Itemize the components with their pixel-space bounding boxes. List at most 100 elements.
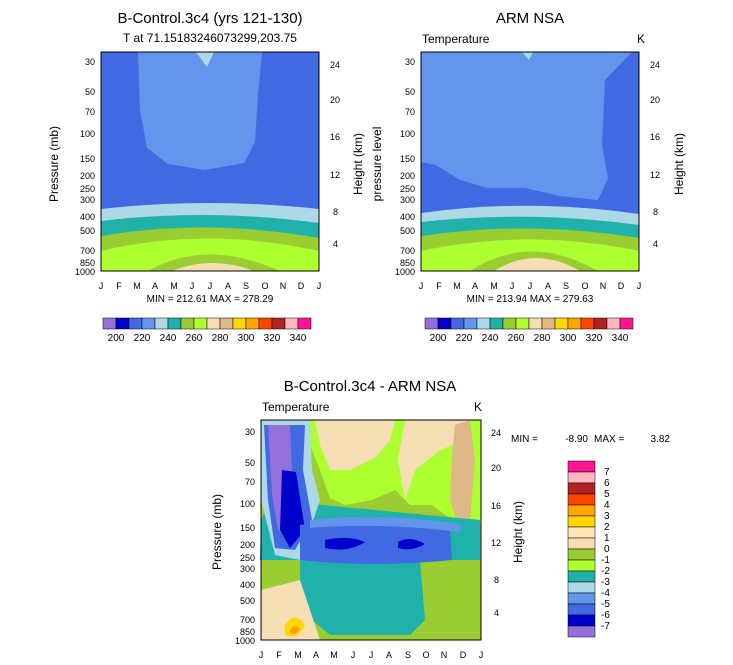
model-colorbar-label: 340 — [290, 333, 307, 344]
diff-colorbar-swatch — [567, 515, 596, 528]
model-colorbar-swatch — [271, 317, 286, 330]
obs-h-ticks: 4 8 12 16 20 24 — [650, 60, 660, 249]
model-y-axis-label: Pressure (mb) — [47, 126, 61, 202]
diff-p-tick: 200 — [240, 540, 255, 550]
obs-h-tick: 4 — [653, 239, 658, 249]
model-y2-axis-label: Height (km) — [351, 133, 365, 195]
model-h-tick: 16 — [330, 132, 340, 142]
model-band-5 — [148, 254, 280, 271]
obs-p-tick: 400 — [400, 212, 415, 222]
diff-p-tick: 150 — [240, 523, 255, 533]
obs-x-tick: M — [490, 281, 498, 291]
obs-colorbar-swatch — [580, 317, 595, 330]
diff-colorbar-swatch — [567, 559, 596, 572]
diff-tropopause-core-2 — [398, 538, 425, 550]
model-title: B-Control.3c4 (yrs 121-130) — [117, 10, 302, 27]
obs-colorbar-swatch — [567, 317, 582, 330]
obs-band-6 — [494, 258, 580, 271]
model-colorbar-swatch — [128, 317, 143, 330]
obs-colorbar-swatch — [515, 317, 530, 330]
obs-colorbar-swatch — [593, 317, 608, 330]
diff-h-ticks: 4 8 12 16 20 24 — [491, 428, 501, 618]
model-panel: B-Control.3c4 (yrs 121-130) T at 71.1518… — [47, 10, 365, 344]
model-p-tick: 100 — [80, 129, 95, 139]
obs-x-tick: O — [581, 281, 588, 291]
model-x-tick: O — [261, 281, 268, 291]
diff-colorbar-swatch — [567, 625, 596, 638]
diff-colorbar-label: -2 — [601, 566, 610, 577]
model-colorbar-label: 240 — [160, 333, 177, 344]
model-x-tick: M — [170, 281, 178, 291]
diff-x-tick: O — [422, 650, 429, 660]
model-colorbar-swatch — [193, 317, 208, 330]
obs-p-tick: 300 — [400, 195, 415, 205]
model-colorbar-swatch — [154, 317, 169, 330]
obs-y2-axis-label: Height (km) — [672, 133, 686, 195]
obs-colorbar-swatch — [476, 317, 491, 330]
model-band-6 — [172, 263, 254, 271]
obs-p-tick: 200 — [400, 171, 415, 181]
model-h-ticks: 4 8 12 16 20 24 — [330, 60, 340, 249]
model-x-tick: J — [317, 281, 322, 291]
obs-x-tick: J — [419, 281, 424, 291]
obs-plot-area — [420, 51, 640, 272]
obs-p-tick: 150 — [400, 154, 415, 164]
model-p-tick: 200 — [80, 171, 95, 181]
diff-tan-region-1 — [315, 420, 395, 470]
model-stats: MIN = 212.61 MAX = 278.29 — [147, 294, 274, 305]
diff-left-column-dark — [280, 470, 305, 548]
obs-colorbar-swatch — [606, 317, 621, 330]
model-p-tick: 150 — [80, 154, 95, 164]
model-colorbar-label: 260 — [186, 333, 203, 344]
diff-panel: B-Control.3c4 - ARM NSA Temperature K Pr… — [210, 378, 670, 660]
model-colorbar-swatch — [206, 317, 221, 330]
diff-colorbar-label: -7 — [601, 621, 610, 632]
model-x-tick: J — [190, 281, 195, 291]
obs-p-tick: 50 — [405, 87, 415, 97]
model-p-tick: 70 — [85, 107, 95, 117]
model-colorbar-swatch — [245, 317, 260, 330]
diff-p-tick: 1000 — [235, 636, 255, 646]
diff-x-tick: N — [441, 650, 448, 660]
diff-p-tick: 500 — [240, 596, 255, 606]
model-p-tick: 700 — [80, 246, 95, 256]
obs-colorbar-label: 280 — [534, 333, 551, 344]
diff-colorbar-swatch — [567, 537, 596, 550]
obs-colorbar-swatch — [541, 317, 556, 330]
diff-p-tick: 100 — [240, 499, 255, 509]
diff-x-tick: A — [386, 650, 392, 660]
diff-x-tick: J — [259, 650, 264, 660]
obs-p-tick: 500 — [400, 226, 415, 236]
model-colorbar-swatch — [141, 317, 156, 330]
model-top-notch — [196, 52, 214, 67]
diff-tan-region-2 — [398, 420, 470, 500]
diff-h-tick: 8 — [494, 575, 499, 585]
diff-x-tick: A — [313, 650, 319, 660]
model-x-tick: N — [280, 281, 287, 291]
diff-p-tick: 300 — [240, 564, 255, 574]
obs-p-tick: 30 — [405, 57, 415, 67]
diff-colorbar-label: -5 — [601, 599, 610, 610]
diff-stats-min-label: MIN = — [511, 434, 538, 445]
diff-colorbar-label: -4 — [601, 588, 610, 599]
obs-x-tick: F — [436, 281, 442, 291]
model-colorbar-swatch — [219, 317, 234, 330]
diff-colorbar-label: 0 — [604, 544, 610, 555]
model-x-tick: A — [225, 281, 231, 291]
diff-x-tick: S — [405, 650, 411, 660]
obs-colorbar-swatch — [437, 317, 452, 330]
diff-colorbar-swatch — [567, 504, 596, 517]
obs-stats: MIN = 213.94 MAX = 279.63 — [467, 294, 594, 305]
model-x-tick: S — [243, 281, 249, 291]
diff-y-axis-label: Pressure (mb) — [210, 494, 224, 570]
obs-x-tick: J — [510, 281, 515, 291]
obs-p-tick: 700 — [400, 246, 415, 256]
obs-x-tick: J — [637, 281, 642, 291]
model-colorbar-swatch — [180, 317, 195, 330]
diff-colorbar-swatch — [567, 471, 596, 484]
diff-p-tick: 50 — [245, 458, 255, 468]
model-p-ticks: 30 50 70 100 150 200 250 300 400 500 700… — [75, 57, 95, 277]
model-h-tick: 20 — [330, 95, 340, 105]
obs-x-tick: A — [472, 281, 478, 291]
